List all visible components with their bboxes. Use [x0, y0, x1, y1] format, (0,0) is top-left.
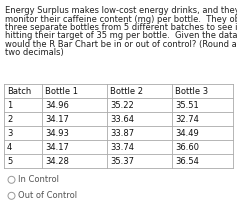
Text: 33.87: 33.87	[110, 128, 134, 138]
Text: Out of Control: Out of Control	[18, 191, 77, 200]
Text: three separate bottles from 5 different batches to see if they were: three separate bottles from 5 different …	[5, 23, 237, 32]
Text: 3: 3	[7, 128, 12, 138]
Text: 33.64: 33.64	[110, 115, 134, 124]
Text: 36.60: 36.60	[175, 142, 199, 151]
Text: 36.54: 36.54	[175, 157, 199, 166]
Text: Bottle 3: Bottle 3	[175, 86, 208, 95]
Text: monitor their caffeine content (mg) per bottle.  They observed: monitor their caffeine content (mg) per …	[5, 14, 237, 23]
Text: 34.93: 34.93	[45, 128, 69, 138]
Text: In Control: In Control	[18, 175, 59, 184]
Text: 4: 4	[7, 142, 12, 151]
Text: Batch: Batch	[7, 86, 31, 95]
Text: 35.37: 35.37	[110, 157, 134, 166]
Text: 2: 2	[7, 115, 12, 124]
Text: Energy Surplus makes low-cost energy drinks, and they wanted to: Energy Surplus makes low-cost energy dri…	[5, 6, 237, 15]
Text: 34.17: 34.17	[45, 142, 69, 151]
Text: 33.74: 33.74	[110, 142, 134, 151]
Text: 34.49: 34.49	[175, 128, 199, 138]
Text: hitting their target of 35 mg per bottle.  Given the data set below,: hitting their target of 35 mg per bottle…	[5, 32, 237, 40]
Text: 34.28: 34.28	[45, 157, 69, 166]
Text: 32.74: 32.74	[175, 115, 199, 124]
Text: 1: 1	[7, 101, 12, 109]
Text: 35.22: 35.22	[110, 101, 134, 109]
Text: 34.96: 34.96	[45, 101, 69, 109]
Text: Bottle 2: Bottle 2	[110, 86, 143, 95]
Text: two decimals): two decimals)	[5, 49, 64, 58]
Text: would the R Bar Chart be in or out of control? (Round answers to,: would the R Bar Chart be in or out of co…	[5, 40, 237, 49]
Text: 34.17: 34.17	[45, 115, 69, 124]
Text: Bottle 1: Bottle 1	[45, 86, 78, 95]
Text: 35.51: 35.51	[175, 101, 199, 109]
Text: 5: 5	[7, 157, 12, 166]
